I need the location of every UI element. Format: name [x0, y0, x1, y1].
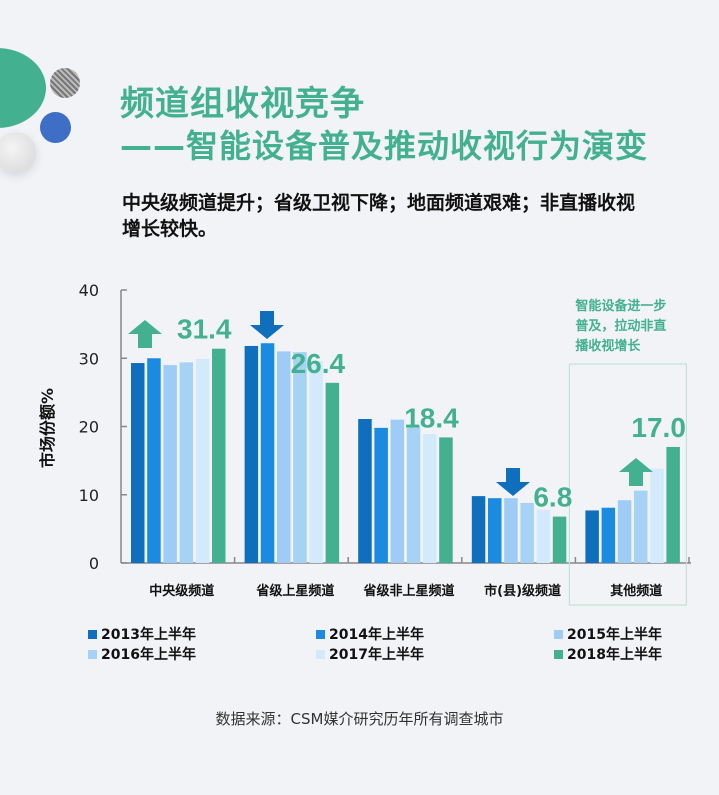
- arrow-down-icon: [250, 311, 284, 339]
- x-category-label: 省级非上星频道: [362, 583, 454, 599]
- legend-item: 2015年上半年: [554, 624, 662, 644]
- annotation-note-line: 普及，拉动非直: [575, 318, 666, 334]
- bar-2014年上半年: [260, 343, 275, 563]
- bar-2013年上半年: [471, 496, 486, 563]
- decor-grey-circle: [0, 132, 36, 172]
- y-tick-label: 30: [79, 349, 99, 368]
- bar-2014年上半年: [147, 358, 161, 563]
- data-source: 数据来源：CSM媒介研究历年所有调查城市: [215, 710, 504, 728]
- page-title: 频道组收视竞争: [120, 84, 365, 124]
- chart-bars: [131, 343, 680, 563]
- chart-legend: 2013年上半年 2014年上半年 2015年上半年 2016年上半年 2017…: [88, 624, 688, 664]
- x-category-label: 中央级频道: [149, 583, 214, 599]
- annotation-note-line: 智能设备进一步: [575, 298, 666, 314]
- bar-2016年上半年: [520, 502, 534, 563]
- decor-blue-circle: [40, 112, 71, 143]
- bar-2013年上半年: [358, 418, 372, 563]
- legend-swatch-2015: [554, 629, 563, 639]
- bar-2016年上半年: [179, 362, 194, 563]
- bar-2016年上半年: [634, 490, 648, 563]
- bar-2016年上半年: [406, 425, 421, 563]
- x-category-label: 其他频道: [610, 583, 662, 599]
- decor-mesh-circle: [50, 68, 80, 98]
- bar-2018年上半年: [212, 348, 226, 563]
- bar-2013年上半年: [244, 345, 259, 563]
- bar-2015年上半年: [617, 500, 632, 563]
- bar-2015年上半年: [277, 351, 291, 563]
- bar-2014年上半年: [374, 427, 388, 563]
- y-tick-label: 0: [89, 554, 99, 573]
- bar-2017年上半年: [195, 358, 210, 563]
- x-category-label: 省级上星频道: [255, 583, 334, 599]
- bar-2015年上半年: [390, 419, 405, 563]
- bar-2013年上半年: [131, 363, 145, 563]
- bar-2014年上半年: [488, 498, 502, 563]
- legend-label: 2015年上半年: [567, 627, 662, 643]
- value-label-2018: 18.4: [404, 402, 459, 433]
- bar-2017年上半年: [309, 360, 323, 563]
- legend-label: 2018年上半年: [567, 647, 662, 663]
- bar-2015年上半年: [163, 365, 177, 563]
- bar-2018年上半年: [666, 446, 680, 563]
- bar-2017年上半年: [423, 434, 437, 563]
- y-tick-label: 40: [79, 281, 99, 300]
- bar-2018年上半年: [552, 516, 567, 563]
- arrow-up-icon: [619, 458, 653, 486]
- legend-swatch-2017: [316, 649, 325, 659]
- annotation-note-line: 播收视增长: [575, 338, 641, 354]
- legend-label: 2014年上半年: [329, 627, 424, 643]
- legend-item: 2017年上半年: [316, 644, 554, 664]
- y-axis-title: 市场份额%: [38, 388, 57, 468]
- legend-swatch-2014: [316, 629, 325, 639]
- summary-text: 中央级频道提升；省级卫视下降；地面频道艰难；非直播收视增长较快。: [122, 192, 636, 240]
- legend-item: 2014年上半年: [316, 624, 554, 644]
- legend-item: 2016年上半年: [88, 644, 316, 664]
- bar-2018年上半年: [439, 437, 453, 563]
- legend-label: 2013年上半年: [101, 627, 196, 643]
- legend-item: 2013年上半年: [88, 624, 316, 644]
- bar-2018年上半年: [325, 382, 340, 563]
- legend-item: 2018年上半年: [554, 644, 662, 664]
- arrow-up-icon: [128, 320, 162, 348]
- bar-2015年上半年: [504, 498, 518, 563]
- bar-2014年上半年: [601, 507, 616, 563]
- legend-label: 2016年上半年: [101, 647, 196, 663]
- bar-2017年上半年: [650, 468, 664, 563]
- value-label-2018: 31.4: [177, 314, 232, 345]
- y-tick-label: 10: [79, 486, 99, 505]
- y-tick-label: 20: [79, 418, 99, 437]
- bar-2017年上半年: [536, 509, 551, 563]
- value-label-2018: 6.8: [533, 482, 572, 513]
- legend-swatch-2018: [554, 649, 563, 659]
- value-label-2018: 17.0: [631, 412, 686, 443]
- highlight-box: [568, 363, 688, 606]
- value-label-2018: 26.4: [291, 348, 346, 379]
- legend-label: 2017年上半年: [329, 647, 424, 663]
- page-subtitle: ——智能设备普及推动收视行为演变: [120, 127, 649, 165]
- x-category-label: 市(县)级频道: [484, 583, 561, 599]
- legend-swatch-2013: [88, 629, 97, 639]
- legend-swatch-2016: [88, 649, 97, 659]
- bar-2016年上半年: [293, 352, 307, 563]
- arrow-down-icon: [496, 468, 530, 496]
- bar-2013年上半年: [585, 510, 599, 563]
